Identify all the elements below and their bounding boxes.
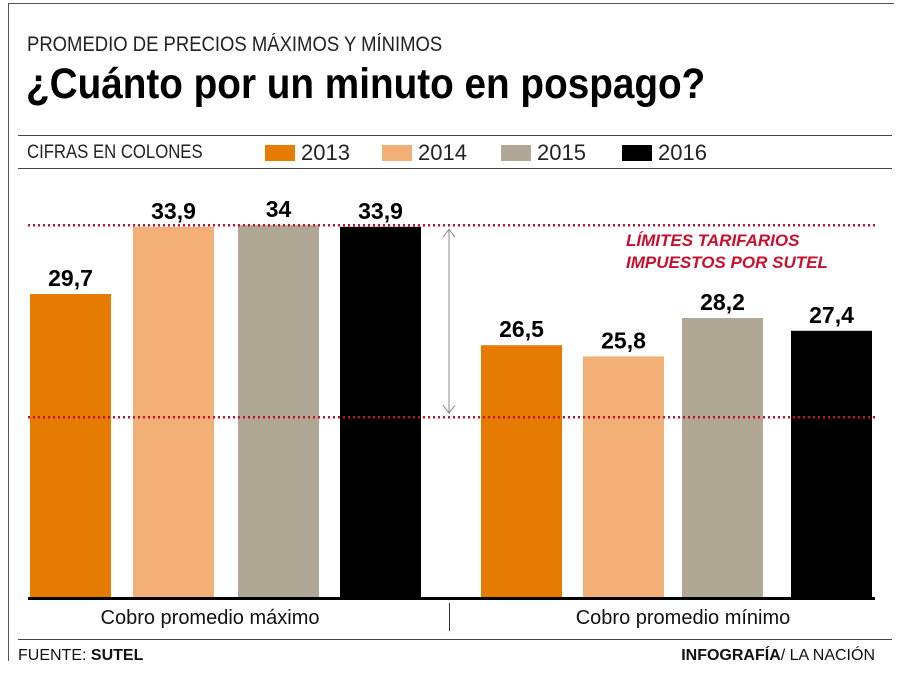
- chart-title: ¿Cuánto por un minuto en pospago?: [26, 60, 706, 108]
- chart-subtitle: PROMEDIO DE PRECIOS MÁXIMOS Y MÍNIMOS: [27, 33, 443, 56]
- data-label: 33,9: [358, 198, 403, 224]
- bar: [340, 226, 421, 599]
- data-label: 33,9: [151, 198, 196, 224]
- data-label: 26,5: [499, 316, 544, 342]
- legend-swatch: [382, 145, 412, 161]
- data-label: 25,8: [601, 327, 646, 353]
- source: FUENTE: SUTEL: [18, 647, 143, 665]
- bar: [238, 225, 319, 598]
- source-label: FUENTE:: [18, 647, 87, 664]
- bar: [30, 294, 111, 598]
- legend-swatch: [501, 145, 531, 161]
- legend-label: 2015: [537, 140, 586, 165]
- legend-item: 2015: [501, 140, 586, 166]
- baseline-axis: [28, 597, 875, 600]
- arrow-head-down-icon: [442, 404, 456, 415]
- category-label: Cobro promedio máximo: [100, 607, 320, 629]
- divider: [18, 639, 892, 640]
- arrow-head-up-icon: [442, 228, 456, 238]
- annotation-line: LÍMITES TARIFARIOS: [626, 231, 800, 250]
- annotation-line: IMPUESTOS POR SUTEL: [626, 253, 828, 272]
- frame-left-border: [8, 3, 9, 661]
- legend-swatch: [265, 145, 295, 161]
- frame-top-border: [8, 3, 894, 4]
- legend-label: 2014: [418, 140, 467, 165]
- legend-label: 2016: [658, 140, 707, 165]
- data-label: 29,7: [48, 265, 93, 291]
- annotation: LÍMITES TARIFARIOS IMPUESTOS POR SUTEL: [626, 230, 828, 274]
- category-label: Cobro promedio mínimo: [575, 607, 791, 629]
- data-label: 34: [266, 196, 292, 222]
- legend-item: 2014: [382, 140, 467, 166]
- data-label: 28,2: [700, 289, 745, 315]
- legend-item: 2013: [265, 140, 350, 166]
- source-name: SUTEL: [90, 647, 144, 664]
- bar: [583, 356, 664, 598]
- bar: [133, 226, 214, 599]
- credit-text: / LA NACIÓN: [780, 647, 875, 664]
- credit: INFOGRAFÍA/ LA NACIÓN: [681, 647, 875, 665]
- legend-swatch: [622, 145, 652, 161]
- bar: [481, 345, 562, 598]
- units-label: CIFRAS EN COLONES: [27, 142, 203, 163]
- legend-item: 2016: [622, 140, 707, 166]
- legend-label: 2013: [301, 140, 350, 165]
- data-label: 27,4: [809, 302, 854, 328]
- bar: [682, 318, 763, 598]
- credit-bold: INFOGRAFÍA: [681, 647, 781, 664]
- bar: [791, 330, 872, 598]
- category-separator: [449, 603, 450, 631]
- divider: [18, 168, 892, 169]
- divider: [18, 135, 892, 136]
